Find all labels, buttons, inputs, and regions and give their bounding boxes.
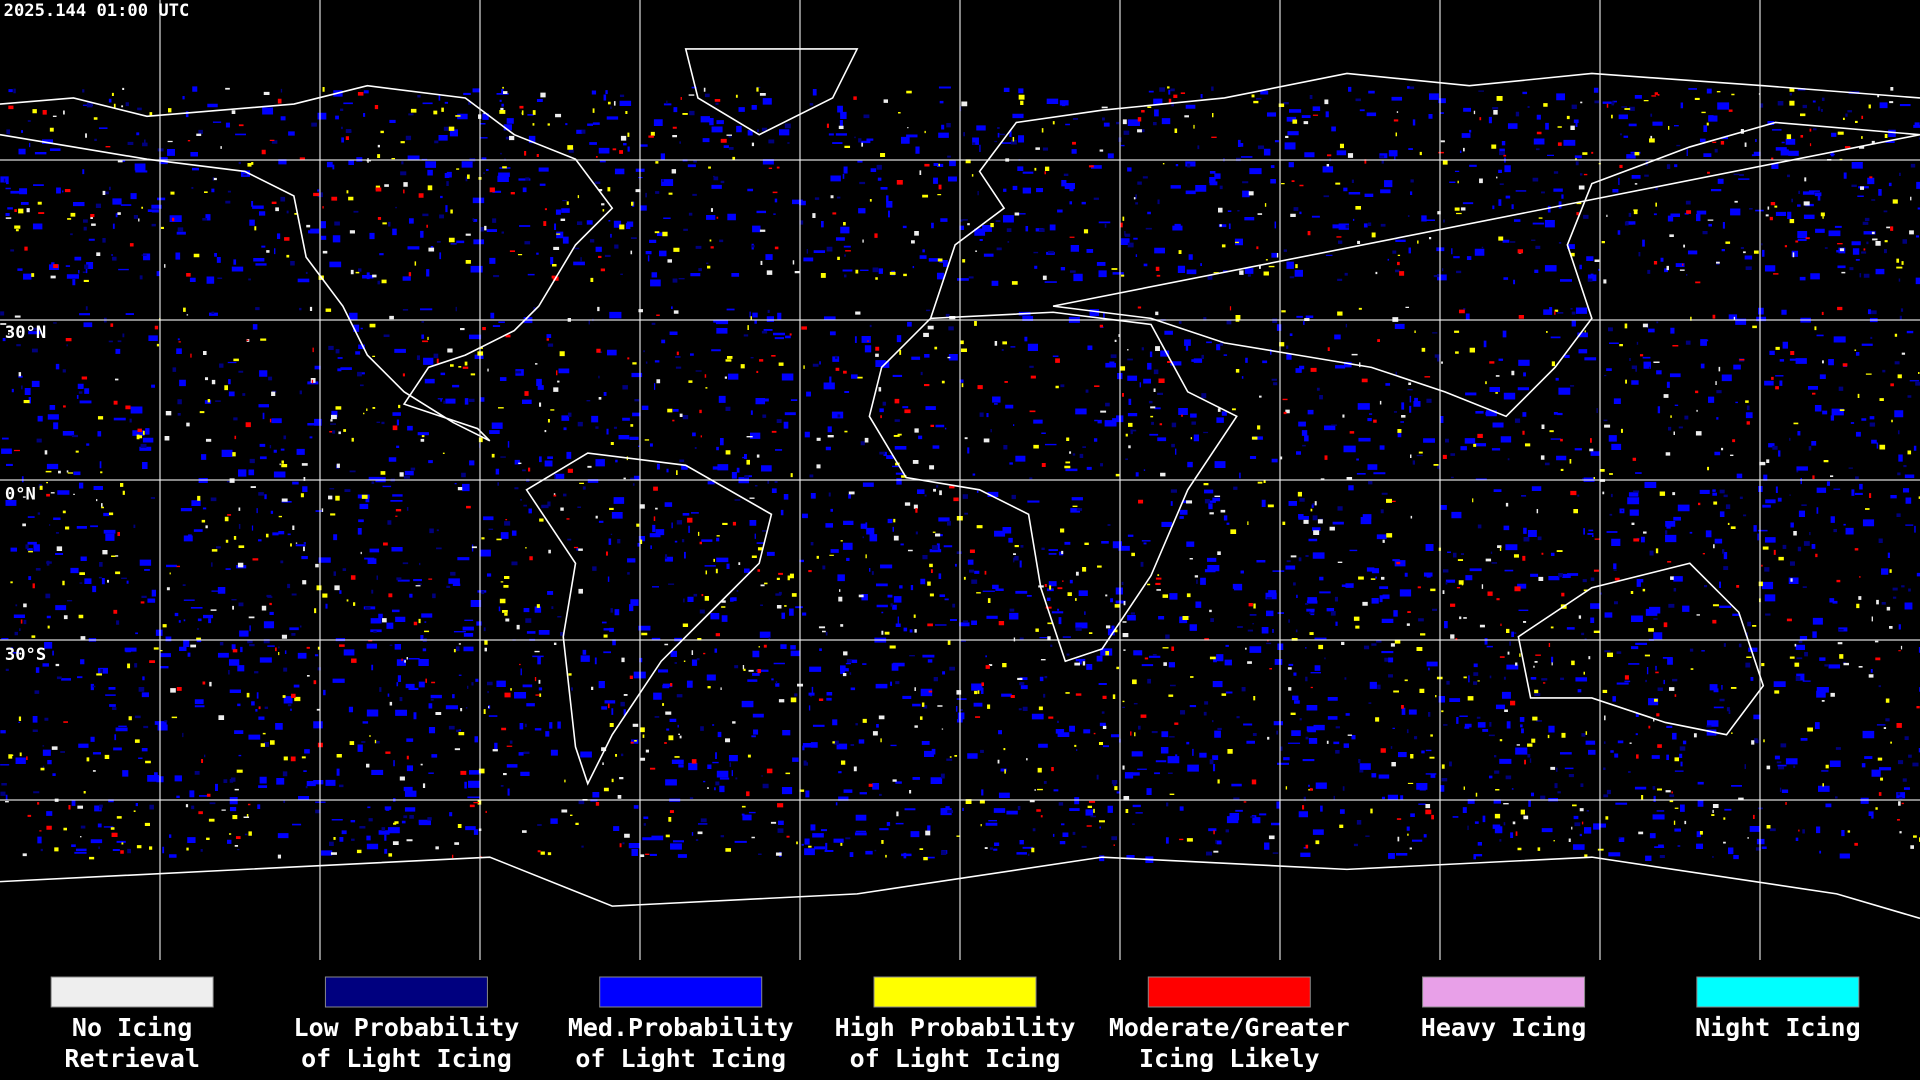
legend-swatch [1422,976,1586,1008]
legend-label: Icing Likely [1139,1044,1320,1073]
legend-label: Med.Probability [568,1013,794,1042]
coastlines [0,48,1920,920]
legend-label: No Icing [72,1013,192,1042]
legend-label: Retrieval [64,1044,199,1073]
latitude-label: 30°S [5,645,46,665]
coast-antarctica [0,856,1920,920]
coast-north-america [0,84,614,442]
legend-swatch [50,976,214,1008]
legend-swatch [1147,976,1311,1008]
coast-africa [868,311,1238,663]
timestamp: 2025.144 01:00 UTC [4,1,190,21]
latitude-label: 30°N [5,323,46,343]
legend-label: of Light Icing [850,1044,1061,1073]
legend-swatch [324,976,488,1008]
legend-label: of Light Icing [301,1044,512,1073]
coast-greenland [684,48,859,136]
legend-swatch [873,976,1037,1008]
coast-australia [1517,562,1765,736]
legend-label: Heavy Icing [1421,1013,1587,1042]
legend-label: Low Probability [294,1013,520,1042]
coast-south-america [525,452,773,786]
latitude-label: 0°N [5,485,36,505]
legend-swatch [599,976,763,1008]
map: 2025.144 01:00 UTC 30°N 0°N 30°S [0,0,1920,960]
coast-eurasia [929,72,1920,418]
legend-label: of Light Icing [575,1044,786,1073]
legend-label: High Probability [835,1013,1076,1042]
legend-label: Moderate/Greater [1109,1013,1350,1042]
legend-swatch [1696,976,1860,1008]
graticule [0,0,1920,960]
legend-label: Night Icing [1695,1013,1861,1042]
